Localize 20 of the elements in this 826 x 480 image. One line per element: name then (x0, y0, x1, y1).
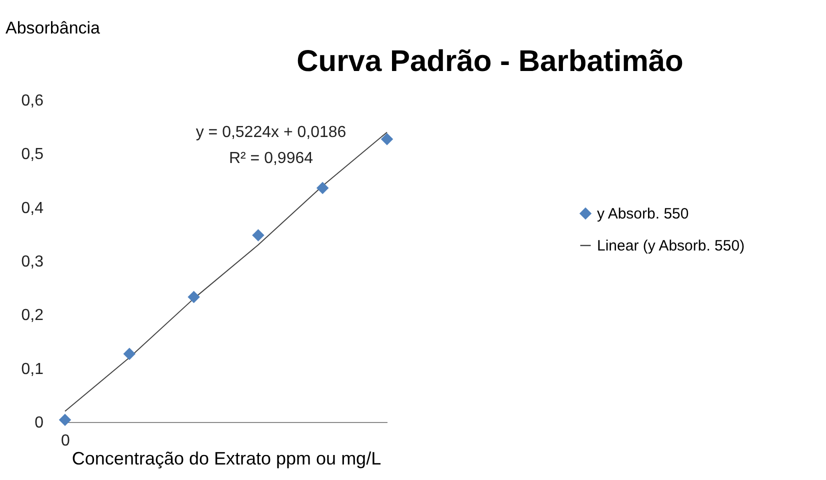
y-tick-label: 0,2 (21, 307, 44, 324)
point (123, 348, 136, 360)
y-tick-label: 0,3 (21, 254, 44, 270)
point (58, 414, 72, 426)
y-tick-label: 0,5 (21, 146, 44, 164)
text: Curva Padrão - Barbatimão (296, 45, 684, 78)
legend-label: y Absorb. 550 (597, 206, 689, 222)
point (316, 182, 329, 194)
annotation: y = 0,5224x + 0,0186 (196, 124, 346, 141)
x-axis-title: Concentração do Extrato ppm ou mg/L (72, 448, 382, 468)
annotation: R² = 0,9964 (228, 150, 314, 167)
y-tick-label: 0,1 (21, 360, 44, 378)
y-axis-title: Absorbância (6, 18, 101, 38)
legend-label: Linear (y Absorb. 550) (597, 238, 745, 254)
point (188, 290, 200, 304)
point (252, 229, 264, 242)
point (380, 133, 394, 146)
y-tick-label: 0,4 (21, 200, 44, 217)
y-tick-label: 0,6 (21, 92, 44, 110)
y-tick-label: 0 (34, 414, 44, 432)
